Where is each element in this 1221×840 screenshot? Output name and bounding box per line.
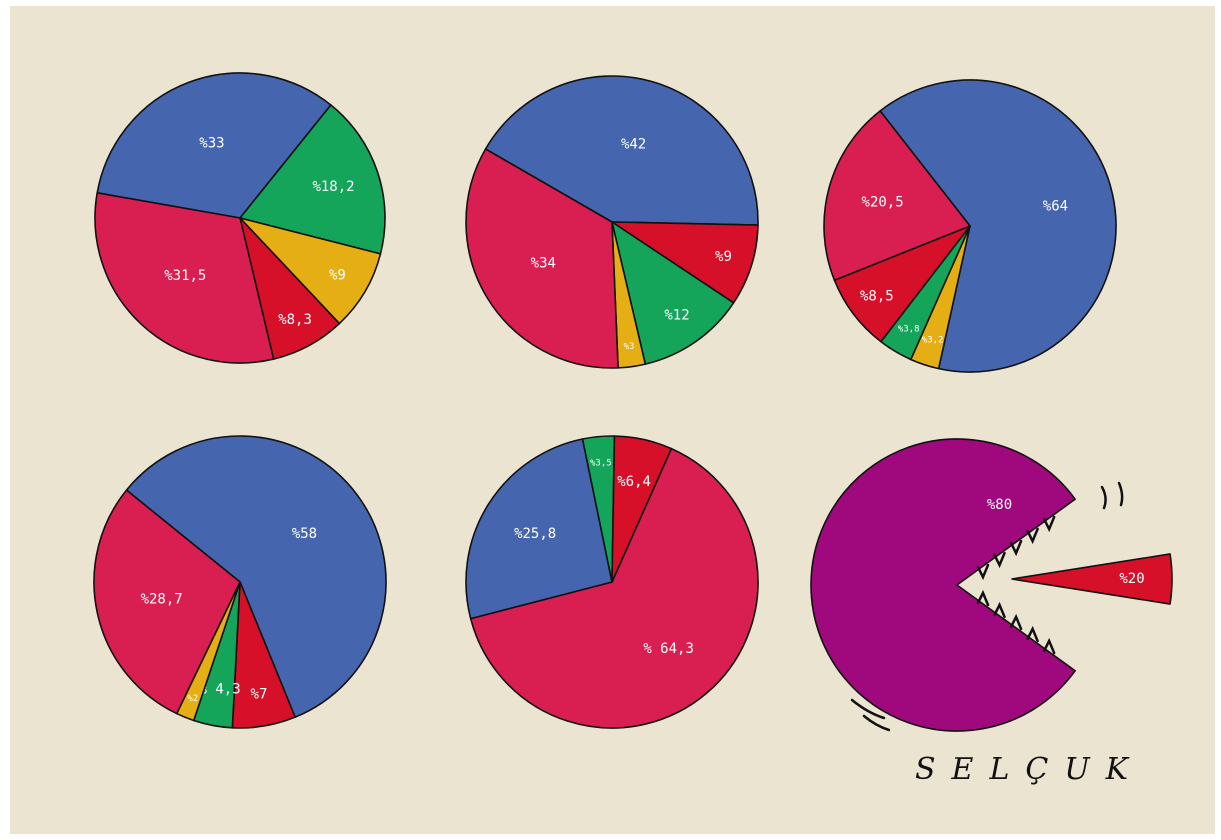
tooth xyxy=(1009,613,1023,631)
slice-label: %9 xyxy=(715,249,732,265)
tooth xyxy=(1009,539,1023,557)
slice-label: %64 xyxy=(1043,199,1068,215)
pie-slice xyxy=(1011,553,1173,605)
slice-label: %3,5 xyxy=(590,458,612,468)
teeth xyxy=(976,515,1056,655)
tooth xyxy=(976,563,990,581)
pie-chart-6: %80 %20 xyxy=(810,438,1173,732)
pie-chart-5: % 64,3 %25,8 %3,5 %6,4 xyxy=(465,435,759,729)
slice-label: %3,2 xyxy=(922,335,944,345)
slice-label: %58 xyxy=(292,526,317,542)
tooth xyxy=(993,601,1006,619)
pie-slice xyxy=(125,435,387,718)
slice-label: %3 xyxy=(624,342,635,352)
slice-label: %80 xyxy=(987,497,1012,513)
slice-label: %34 xyxy=(531,256,556,272)
slice-label: %6,4 xyxy=(617,474,651,490)
slice-label: %18,2 xyxy=(312,179,354,195)
tooth xyxy=(1042,637,1056,655)
slice-label: % 64,3 xyxy=(643,641,694,657)
slice-label: %12 xyxy=(664,308,689,324)
pie-slice xyxy=(239,217,382,325)
slice-label: % 4,3 xyxy=(199,682,241,698)
pie-slice xyxy=(239,104,386,255)
pie-slice xyxy=(611,435,673,583)
pie-slice xyxy=(611,221,759,304)
pie-slice xyxy=(611,221,735,365)
slice-label: %31,5 xyxy=(164,268,206,284)
tooth xyxy=(976,589,990,607)
slice-label: %20,5 xyxy=(862,194,904,210)
tooth xyxy=(993,551,1006,569)
pie-slice xyxy=(94,192,275,364)
pie-chart-2: %42 %9 %12 %3 %34 xyxy=(465,75,759,369)
tooth xyxy=(1026,527,1039,545)
slice-label: %9 xyxy=(329,267,346,283)
motion-mark xyxy=(850,698,886,720)
slice-label: %7 xyxy=(251,686,268,702)
pie-slice xyxy=(469,447,759,729)
slice-label: %25,8 xyxy=(514,526,556,542)
slice-label: %20 xyxy=(1119,571,1144,587)
artist-signature: SELÇUK xyxy=(915,752,1145,787)
slice-label: %8,3 xyxy=(278,312,312,328)
motion-mark xyxy=(1117,481,1124,507)
slice-label: %2 xyxy=(187,694,198,704)
pie-slice xyxy=(879,79,1117,373)
pie-chart-1: %33 %18,2 %9 %8,3 %31,5 xyxy=(94,72,386,364)
pie-chart-3: %64 %3,2%3,8 %8,5 %20,5 xyxy=(823,79,1117,373)
slice-label: %3,8 xyxy=(898,324,920,334)
slice-label: %42 xyxy=(621,137,646,153)
slice-label: %28,7 xyxy=(141,592,183,608)
tooth xyxy=(1042,515,1056,533)
pie-slice xyxy=(93,489,241,715)
pie-slice xyxy=(823,110,971,282)
pie-slice xyxy=(96,72,332,219)
pie-slice xyxy=(465,148,619,369)
pie-chart-4: %58 %7 % 4,3%2 %28,7 xyxy=(93,435,387,729)
tooth xyxy=(1026,625,1039,643)
motion-mark xyxy=(862,714,891,732)
slice-label: %8,5 xyxy=(860,288,894,304)
slice-label: %33 xyxy=(199,135,224,151)
motion-mark xyxy=(1100,485,1107,510)
pie-slice xyxy=(465,438,613,620)
pie-slice xyxy=(810,438,1076,732)
